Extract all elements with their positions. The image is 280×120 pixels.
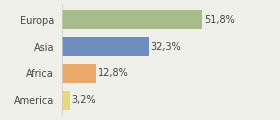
- Bar: [62, 10, 202, 29]
- Bar: [62, 37, 150, 56]
- Text: 12,8%: 12,8%: [98, 68, 129, 78]
- Bar: [62, 91, 70, 110]
- Bar: [62, 64, 96, 83]
- Text: 32,3%: 32,3%: [151, 42, 181, 52]
- Text: 51,8%: 51,8%: [204, 15, 234, 25]
- Text: 3,2%: 3,2%: [72, 95, 96, 105]
